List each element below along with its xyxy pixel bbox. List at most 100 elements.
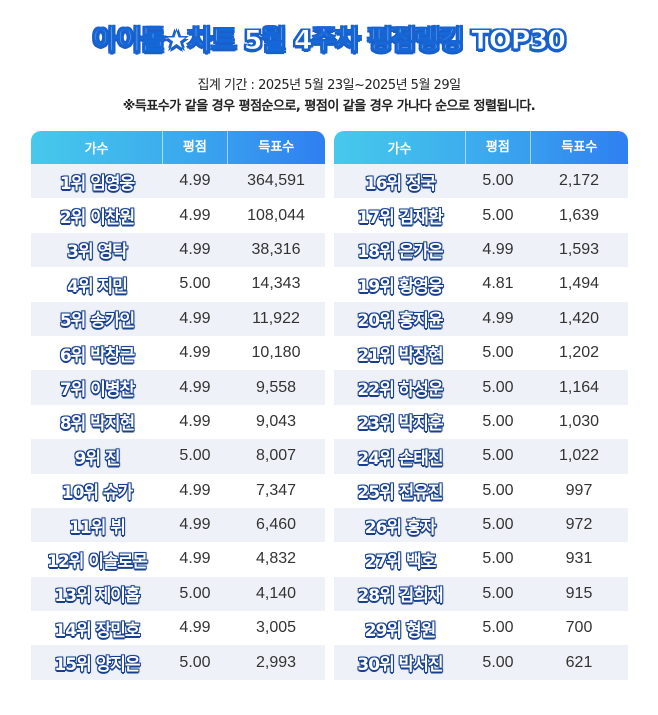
- rating-cell: 5.00: [482, 378, 514, 396]
- header-rating: 평점: [465, 131, 530, 164]
- rating-cell: 5.00: [179, 584, 211, 602]
- singer-name: 20위 홍지윤: [357, 311, 443, 332]
- singer-name: 1위 임영웅: [59, 173, 135, 194]
- table-row: 22위 하성운 5.00 1,164: [334, 370, 628, 405]
- votes-cell: 14,343: [251, 275, 301, 293]
- table-body: 16위 정국 5.00 2,172 17위 김재환 5.00 1,639 18위 은가은 4.…: [334, 164, 628, 680]
- votes-cell: 8,007: [255, 447, 297, 465]
- table-row: 16위 정국 5.00 2,172: [334, 164, 628, 199]
- rating-cell: 5.00: [482, 481, 514, 499]
- votes-cell: 364,591: [247, 172, 305, 190]
- singer-name: 23위 박지훈: [357, 414, 443, 435]
- rating-cell: 5.00: [482, 550, 514, 568]
- votes-cell: 2,172: [558, 172, 600, 190]
- singer-name: 13위 제이홉: [54, 586, 140, 607]
- rating-cell: 4.99: [179, 481, 211, 499]
- singer-name: 30위 박서진: [357, 655, 443, 676]
- votes-cell: 3,005: [255, 619, 297, 637]
- votes-cell: 7,347: [255, 481, 297, 499]
- rating-cell: 4.99: [179, 516, 211, 534]
- table-body: 1위 임영웅 4.99 364,591 2위 이찬원 4.99 108,044 3위 영탁 4…: [31, 164, 325, 680]
- singer-name: 26위 홍자: [364, 517, 437, 538]
- votes-cell: 972: [565, 516, 593, 534]
- votes-cell: 10,180: [251, 344, 301, 362]
- singer-name: 8위 박지현: [59, 414, 135, 435]
- singer-name: 7위 이병찬: [59, 380, 135, 401]
- rating-cell: 5.00: [482, 206, 514, 224]
- votes-cell: 9,043: [255, 412, 297, 430]
- votes-cell: 4,140: [255, 584, 297, 602]
- votes-cell: 11,922: [252, 309, 300, 327]
- rating-cell: 4.99: [482, 240, 514, 258]
- rating-cell: 4.99: [179, 344, 211, 362]
- singer-name: 11위 뷔: [69, 517, 126, 538]
- votes-cell: 1,593: [558, 240, 600, 258]
- singer-name: 5위 송가인: [59, 311, 135, 332]
- table-row: 9위 진 5.00 8,007: [31, 439, 325, 474]
- singer-name: 24위 손태진: [357, 448, 443, 469]
- votes-cell: 700: [565, 619, 593, 637]
- table-row: 24위 손태진 5.00 1,022: [334, 439, 628, 474]
- rating-cell: 4.99: [179, 172, 211, 190]
- table-header: 가수 평점 득표수: [31, 131, 325, 164]
- rating-cell: 5.00: [482, 412, 514, 430]
- singer-name: 29위 형원: [364, 620, 437, 641]
- table-row: 19위 황영웅 4.81 1,494: [334, 267, 628, 302]
- rating-cell: 4.99: [482, 309, 514, 327]
- rating-cell: 5.00: [482, 344, 514, 362]
- rating-cell: 5.00: [179, 447, 211, 465]
- header-rating: 평점: [162, 131, 227, 164]
- rating-cell: 4.99: [179, 550, 211, 568]
- singer-name: 14위 장민호: [54, 620, 140, 641]
- table-row: 5위 송가인 4.99 11,922: [31, 301, 325, 336]
- singer-name: 9위 진: [74, 448, 120, 469]
- singer-name: 28위 김희재: [357, 586, 443, 607]
- table-row: 26위 홍자 5.00 972: [334, 507, 628, 543]
- rating-cell: 5.00: [179, 275, 211, 293]
- singer-name: 25위 전유진: [357, 483, 443, 504]
- ranking-table-left: 가수 평점 득표수 1위 임영웅 4.99 364,591 2위 이찬원 4.99 108…: [31, 131, 325, 680]
- table-row: 10위 슈가 4.99 7,347: [31, 473, 325, 508]
- table-row: 12위 이솔로몬 4.99 4,832: [31, 542, 325, 577]
- page-title: 아이돌★차트 5월 4주차 평점랭킹 TOP30: [92, 25, 566, 57]
- votes-cell: 997: [565, 481, 593, 499]
- singer-name: 12위 이솔로몬: [47, 551, 148, 572]
- table-row: 23위 박지훈 5.00 1,030: [334, 404, 628, 440]
- votes-cell: 1,022: [558, 447, 600, 465]
- rating-cell: 4.99: [179, 240, 211, 258]
- singer-name: 27위 백호: [364, 551, 437, 572]
- table-row: 11위 뷔 4.99 6,460: [31, 507, 325, 543]
- votes-cell: 6,460: [255, 516, 297, 534]
- header-votes: 득표수: [529, 131, 628, 164]
- table-row: 21위 박장현 5.00 1,202: [334, 335, 628, 371]
- rating-cell: 5.00: [482, 516, 514, 534]
- rating-cell: 4.99: [179, 412, 211, 430]
- singer-name: 3위 영탁: [67, 242, 128, 263]
- table-row: 27위 백호 5.00 931: [334, 542, 628, 577]
- table-row: 29위 형원 5.00 700: [334, 611, 628, 646]
- rating-cell: 4.99: [179, 619, 211, 637]
- votes-cell: 1,420: [558, 309, 600, 327]
- header-singer: 가수: [84, 142, 109, 157]
- table-row: 14위 장민호 4.99 3,005: [31, 611, 325, 646]
- rating-cell: 4.99: [179, 309, 211, 327]
- singer-name: 21위 박장현: [357, 345, 443, 366]
- singer-name: 16위 정국: [364, 173, 437, 194]
- table-row: 15위 양지은 5.00 2,993: [31, 645, 325, 680]
- singer-name: 2위 이찬원: [59, 208, 135, 229]
- table-row: 8위 박지현 4.99 9,043: [31, 404, 325, 440]
- rating-cell: 4.81: [482, 275, 514, 293]
- singer-name: 10위 슈가: [61, 483, 134, 504]
- table-row: 13위 제이홉 5.00 4,140: [31, 576, 325, 612]
- votes-cell: 1,030: [558, 412, 600, 430]
- votes-cell: 1,639: [558, 206, 600, 224]
- table-row: 4위 지민 5.00 14,343: [31, 267, 325, 302]
- votes-cell: 4,832: [255, 550, 297, 568]
- rating-cell: 4.99: [179, 206, 211, 224]
- rating-cell: 5.00: [482, 584, 514, 602]
- singer-name: 19위 황영웅: [357, 276, 443, 297]
- table-row: 6위 박창근 4.99 10,180: [31, 335, 325, 371]
- rating-cell: 5.00: [482, 619, 514, 637]
- rating-cell: 5.00: [482, 447, 514, 465]
- ranking-table-right: 가수 평점 득표수 16위 정국 5.00 2,172 17위 김재환 5.00 1,63…: [334, 131, 628, 680]
